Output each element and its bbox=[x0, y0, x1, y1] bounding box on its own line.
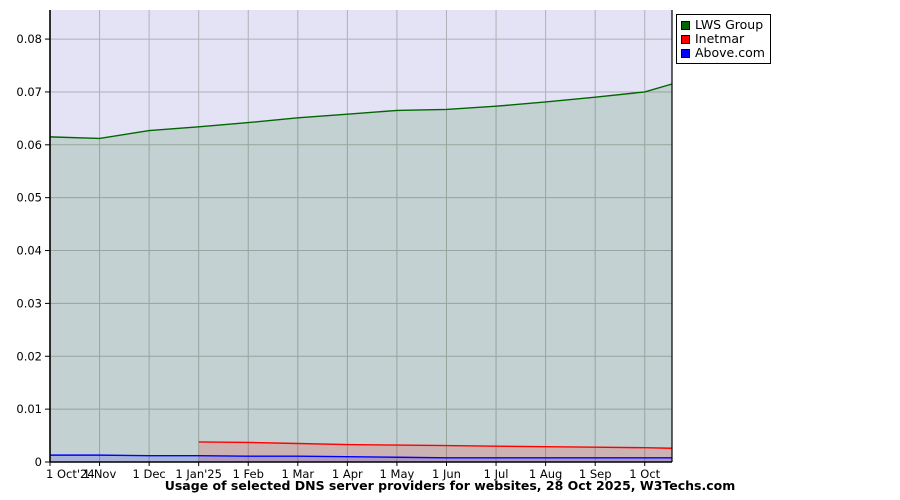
legend-item-label: LWS Group bbox=[695, 17, 764, 32]
legend-item-label: Inetmar bbox=[695, 31, 745, 46]
legend-item-label: Above.com bbox=[695, 45, 765, 60]
series-area-lws-group bbox=[50, 84, 672, 462]
y-axis-tick-label: 0.07 bbox=[16, 85, 42, 99]
y-axis-tick-label: 0.03 bbox=[16, 296, 42, 310]
x-axis-tick-label: 1 Jul bbox=[484, 467, 509, 481]
x-axis-tick-label: 1 Jan'25 bbox=[175, 467, 222, 481]
y-axis-tick-label: 0.06 bbox=[16, 138, 42, 152]
plot-background bbox=[50, 10, 672, 462]
chart-caption: Usage of selected DNS server providers f… bbox=[164, 478, 736, 493]
x-axis-tick-label: 1 Oct bbox=[629, 467, 660, 481]
x-axis-tick-label: 1 Oct'24 bbox=[46, 467, 95, 481]
legend-item-inetmar[interactable]: Inetmar bbox=[681, 32, 765, 46]
y-axis-tick-label: 0.02 bbox=[16, 349, 42, 363]
x-axis-tick-label: 1 Dec bbox=[133, 467, 166, 481]
x-axis-tick-label: 1 Apr bbox=[332, 467, 363, 481]
legend-item-above-com[interactable]: Above.com bbox=[681, 46, 765, 60]
legend-swatch-icon bbox=[681, 48, 690, 58]
series-line-lws-group[interactable] bbox=[49, 83, 673, 140]
x-axis-tick-label: 1 May bbox=[380, 467, 415, 481]
y-axis-tick-label: 0.04 bbox=[16, 244, 42, 258]
y-axis-tick-label: 0.01 bbox=[16, 402, 42, 416]
chart-legend: LWS Group Inetmar Above.com bbox=[676, 14, 771, 64]
x-axis-tick-label: 1 Aug bbox=[529, 467, 562, 481]
series-line-above-com[interactable] bbox=[50, 454, 672, 459]
x-axis-tick-label: 1 Feb bbox=[233, 467, 264, 481]
series-line-inetmar[interactable] bbox=[198, 441, 673, 449]
x-axis-tick-label: 1 Jun bbox=[432, 467, 461, 481]
y-axis-tick-label: 0.05 bbox=[16, 191, 42, 205]
x-axis-tick-label: 1 Nov bbox=[83, 467, 117, 481]
y-axis-tick-label: 0.08 bbox=[16, 32, 42, 46]
series-area-above-com bbox=[50, 455, 672, 462]
x-axis-tick-label: 1 Mar bbox=[281, 467, 314, 481]
y-axis-tick-label: 0 bbox=[35, 455, 42, 469]
legend-item-lws-group[interactable]: LWS Group bbox=[681, 18, 765, 32]
legend-swatch-icon bbox=[681, 34, 690, 44]
x-axis-tick-label: 1 Sep bbox=[579, 467, 612, 481]
legend-swatch-icon bbox=[681, 20, 690, 30]
